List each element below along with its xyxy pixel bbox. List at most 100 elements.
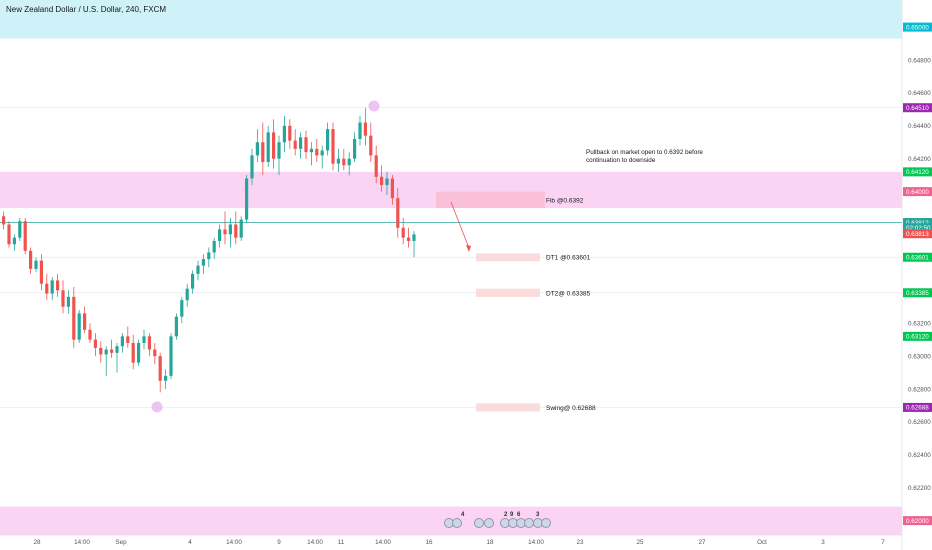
candle-body	[293, 140, 297, 149]
price-tag	[903, 516, 932, 526]
x-tick-label: 3	[821, 539, 825, 546]
candle-body	[223, 229, 227, 235]
price-tag-label: 0.63601	[906, 255, 929, 262]
candle-body	[282, 125, 286, 143]
candle-body	[234, 224, 238, 238]
candle-body	[261, 142, 265, 162]
x-tick-label: Sep	[115, 539, 127, 546]
y-tick-label: 0.64400	[908, 123, 931, 130]
candle-body	[309, 148, 313, 153]
y-tick-label: 0.62800	[908, 386, 931, 393]
candle-body	[353, 138, 357, 159]
x-tick-label: 14:00	[226, 539, 242, 546]
candle-body	[288, 125, 292, 141]
candle-body	[374, 155, 378, 177]
x-tick-label: 11	[338, 539, 345, 546]
candle-body	[29, 250, 33, 269]
price-tag	[903, 252, 932, 262]
candle-body	[255, 142, 259, 156]
candle-body	[266, 132, 270, 162]
x-tick-label: 18	[486, 539, 494, 546]
candle-body	[239, 219, 243, 238]
price-tag-label: 0.64120	[906, 169, 929, 176]
price-tag	[903, 218, 932, 228]
candle-body	[61, 290, 65, 307]
price-tag	[903, 223, 932, 233]
price-tag-label: 0.62000	[906, 518, 929, 525]
candle-body	[185, 288, 189, 301]
candle-body	[347, 158, 351, 166]
event-flag-icon[interactable]	[541, 518, 551, 528]
candle-body	[207, 252, 211, 260]
swing-low-marker	[151, 401, 163, 413]
candle-body	[401, 227, 405, 238]
x-tick-label: 14:00	[375, 539, 391, 546]
swing-high-marker	[368, 100, 380, 112]
candle-body	[212, 240, 216, 253]
candle-body	[164, 375, 168, 381]
price-tag-label: 0.64000	[906, 189, 929, 196]
price-tag-label: 0.62688	[906, 405, 929, 412]
price-tag-label: 0.63813	[906, 231, 929, 238]
y-tick-label: 0.64800	[908, 57, 931, 64]
y-tick-label: 0.63000	[908, 353, 931, 360]
x-tick-label: 28	[33, 539, 41, 546]
target-label: DT2@ 0.63385	[546, 290, 591, 297]
candle-body	[104, 349, 108, 355]
candle-body	[66, 296, 70, 307]
price-tag	[903, 288, 932, 298]
candle-body	[412, 234, 416, 241]
candle-body	[126, 336, 130, 343]
candle-body	[336, 158, 340, 164]
candle-body	[120, 336, 124, 347]
symbol-title: New Zealand Dollar / U.S. Dollar, 240, F…	[6, 5, 167, 14]
zone-band	[0, 0, 902, 39]
price-tag	[903, 187, 932, 197]
x-tick-label: 14:00	[307, 539, 323, 546]
x-tick-label: 16	[425, 539, 433, 546]
y-tick-label: 0.64600	[908, 90, 931, 97]
event-flag-icon[interactable]	[452, 518, 462, 528]
price-tag	[903, 229, 932, 239]
event-flag-icon[interactable]	[474, 518, 484, 528]
annotation-line: continuation to downside	[586, 157, 656, 164]
event-count: 4	[461, 512, 465, 518]
price-tag-label: 0.63120	[906, 334, 929, 341]
candle-body	[2, 216, 6, 225]
y-tick-label: 0.64200	[908, 156, 931, 163]
x-tick-label: 14:00	[528, 539, 544, 546]
candle-body	[245, 178, 249, 220]
candle-body	[39, 260, 43, 284]
target-box	[476, 253, 540, 262]
y-tick-label: 0.62400	[908, 452, 931, 459]
candle-body	[363, 122, 367, 136]
candle-body	[72, 296, 76, 340]
target-label: Swing@ 0.62688	[546, 405, 596, 412]
candle-body	[45, 283, 49, 294]
candle-body	[250, 155, 254, 179]
target-box	[476, 288, 540, 297]
candle-body	[50, 280, 54, 294]
candle-body	[390, 178, 394, 199]
candle-body	[228, 224, 232, 235]
candle-body	[277, 142, 281, 159]
candle-body	[12, 237, 16, 245]
candle-body	[83, 313, 87, 330]
candle-body	[34, 260, 38, 269]
candle-body	[142, 336, 146, 343]
price-tag-label: 02:02:50	[906, 225, 931, 232]
price-tag	[903, 167, 932, 177]
candle-body	[99, 347, 103, 355]
x-tick-label: 27	[698, 539, 706, 546]
candle-body	[326, 129, 330, 151]
y-tick-label: 0.62600	[908, 419, 931, 426]
candle-body	[137, 342, 141, 363]
x-tick-label: 14:00	[74, 539, 90, 546]
target-label: DT1 @0.63601	[546, 255, 591, 262]
candle-body	[299, 137, 303, 149]
candle-body	[358, 122, 362, 139]
x-tick-label: 23	[576, 539, 584, 546]
x-tick-label: Oct	[757, 539, 767, 546]
event-flag-icon[interactable]	[484, 518, 494, 528]
